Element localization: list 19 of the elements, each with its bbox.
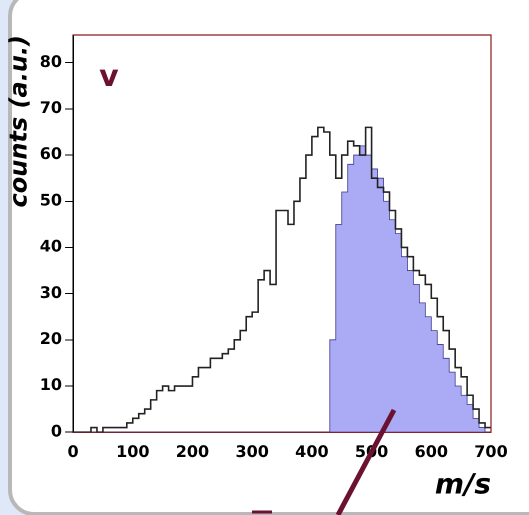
x-axis-title: m/s — [434, 467, 491, 500]
y-tick-label: 0 — [50, 421, 62, 440]
y-axis-title: counts (a.u.) — [4, 35, 33, 208]
y-tick-label: 70 — [40, 98, 62, 118]
x-tick-label: 400 — [295, 442, 329, 461]
x-tick-label: 700 — [474, 442, 508, 461]
x-tick-label: 200 — [176, 442, 210, 461]
y-tick-label: 20 — [40, 328, 62, 348]
y-tick-label: 80 — [40, 52, 62, 71]
x-tick-label: 0 — [67, 442, 79, 461]
x-tick-label: 100 — [116, 442, 150, 461]
y-tick-label: 30 — [40, 282, 62, 302]
x-tick-label: 600 — [414, 442, 448, 461]
annotation: v — [99, 58, 120, 94]
y-tick-label: 10 — [40, 375, 62, 394]
y-tick-label: 50 — [40, 190, 62, 210]
x-tick-label: 300 — [235, 442, 269, 461]
y-tick-label: 40 — [40, 236, 62, 256]
y-tick-label: 60 — [40, 144, 62, 164]
